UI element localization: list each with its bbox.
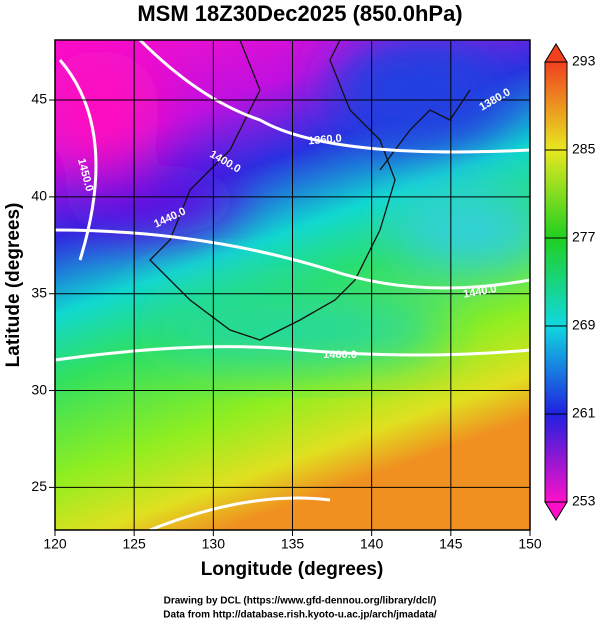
y-axis-label: Latitude (degrees) bbox=[3, 203, 24, 368]
colorbar-tick-label: 253 bbox=[572, 493, 596, 509]
region bbox=[55, 50, 160, 170]
contour-label: 1460.0 bbox=[323, 349, 357, 361]
x-tick-label: 125 bbox=[122, 536, 146, 552]
x-axis-label: Longitude (degrees) bbox=[201, 559, 384, 580]
contour-label: 1360.0 bbox=[308, 132, 343, 147]
title: MSM 18Z30Dec2025 (850.0hPa) bbox=[137, 1, 462, 26]
field: 1450.0 1400.01440.01360.01380.01440.01460… bbox=[55, 40, 530, 530]
coastline bbox=[379, 89, 471, 171]
colorbar-tick-label: 269 bbox=[572, 317, 596, 333]
contour-label: 1440.0 bbox=[462, 283, 497, 301]
x-tick-label: 130 bbox=[202, 536, 226, 552]
cold-region bbox=[330, 40, 510, 150]
x-tick-label: 145 bbox=[439, 536, 463, 552]
x-tick-label: 140 bbox=[360, 536, 384, 552]
colorbar-min-arrow bbox=[544, 501, 568, 521]
footer-credit: Drawing by DCL (https://www.gfd-dennou.o… bbox=[164, 596, 437, 607]
x-tick-label: 120 bbox=[43, 536, 67, 552]
colorbar bbox=[544, 61, 568, 503]
y-tick-label: 35 bbox=[31, 284, 47, 300]
y-tick-label: 40 bbox=[31, 188, 47, 204]
region bbox=[60, 165, 240, 235]
y-tick-label: 45 bbox=[31, 91, 47, 107]
colorbar-max-arrow bbox=[544, 43, 568, 63]
y-tick-label: 30 bbox=[31, 381, 47, 397]
region bbox=[390, 190, 530, 270]
colorbar-tick-label: 277 bbox=[572, 229, 596, 245]
colorbar-tick-label: 285 bbox=[572, 141, 596, 157]
contour bbox=[55, 40, 530, 530]
x-tick-label: 150 bbox=[518, 536, 542, 552]
coastline bbox=[149, 40, 396, 341]
colorbar-tick-label: 293 bbox=[572, 53, 596, 69]
y-tick-label: 25 bbox=[31, 478, 47, 494]
colorbar-tick-label: 261 bbox=[572, 405, 596, 421]
footer-credit: Data from http://database.rish.kyoto-u.a… bbox=[163, 610, 437, 621]
x-tick-label: 135 bbox=[281, 536, 305, 552]
